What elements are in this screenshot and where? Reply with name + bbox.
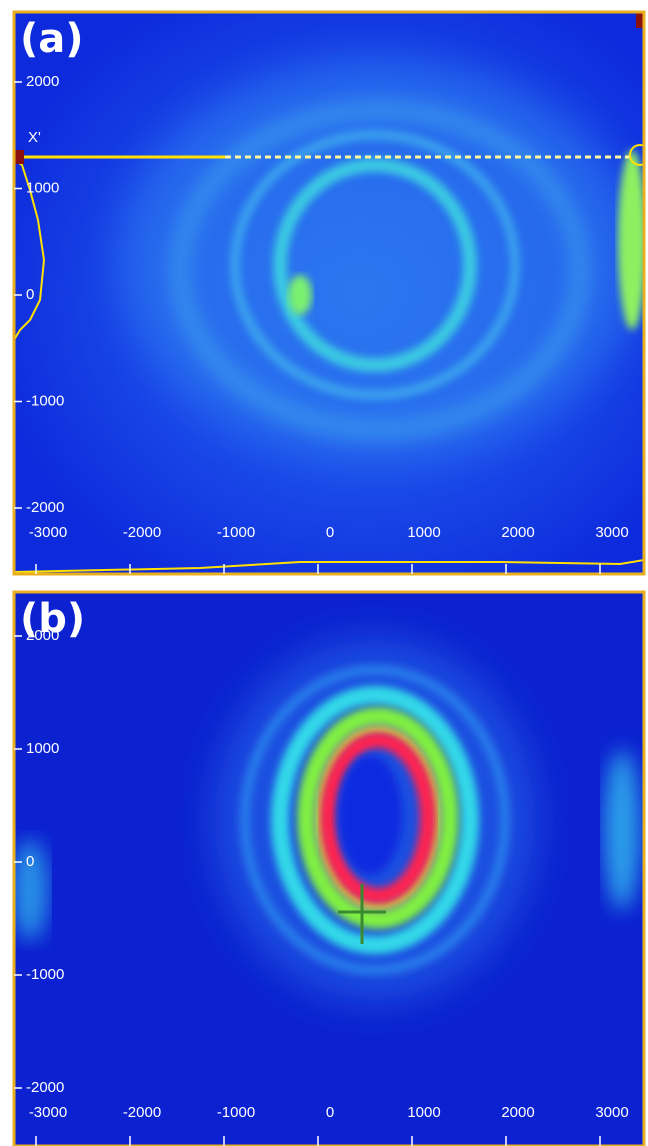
x-tick-label: 3000: [595, 1104, 628, 1121]
marker-label: X': [28, 129, 41, 146]
y-tick-label: 1000: [26, 179, 59, 196]
panel-label: (a): [20, 16, 84, 62]
panel-border: [12, 590, 646, 1146]
x-tick-label: -2000: [123, 524, 161, 541]
beam-image-b: [14, 592, 644, 1146]
y-tick-label: -1000: [26, 392, 64, 409]
x-tick-label: -1000: [217, 524, 255, 541]
panel-border: [12, 10, 646, 576]
x-tick-label: -2000: [123, 1104, 161, 1121]
y-tick-label: -1000: [26, 966, 64, 983]
x-tick-label: 2000: [501, 524, 534, 541]
x-tick-label: 1000: [407, 1104, 440, 1121]
x-tick-label: 1000: [407, 524, 440, 541]
y-tick-label: -2000: [26, 1079, 64, 1096]
beam-image-a: [14, 12, 644, 574]
panel-label: (b): [20, 596, 85, 642]
x-tick-label: 0: [326, 524, 334, 541]
x-tick-label: 3000: [595, 524, 628, 541]
x-tick-label: -3000: [29, 1104, 67, 1121]
y-tick-label: 2000: [26, 627, 59, 644]
x-tick-label: 0: [326, 1104, 334, 1121]
y-tick-label: 2000: [26, 73, 59, 90]
x-tick-label: -1000: [217, 1104, 255, 1121]
y-tick-label: 0: [26, 853, 34, 870]
y-tick-label: 0: [26, 286, 34, 303]
y-tick-label: 1000: [26, 740, 59, 757]
x-tick-label: 2000: [501, 1104, 534, 1121]
x-tick-label: -3000: [29, 524, 67, 541]
y-tick-label: -2000: [26, 499, 64, 516]
